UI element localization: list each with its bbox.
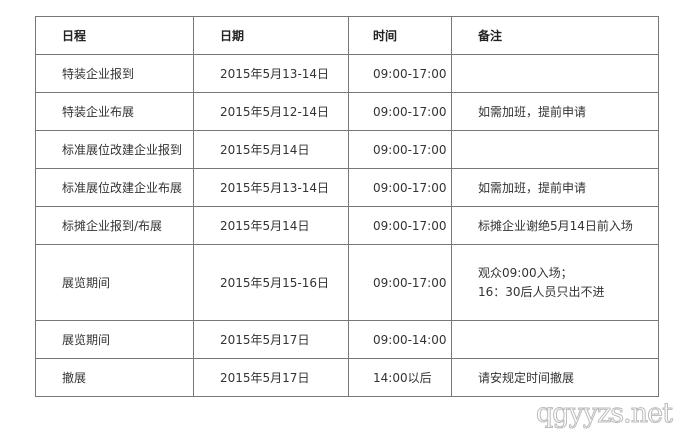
- cell-schedule: 展览期间: [35, 320, 194, 359]
- watermark: qgyyzs.net: [536, 398, 674, 430]
- table-row: 标准展位改建企业报到 2015年5月14日 09:00-17:00: [35, 130, 659, 169]
- cell-date: 2015年5月13-14日: [193, 54, 349, 93]
- cell-note: [451, 320, 659, 359]
- table-row: 标摊企业报到/布展 2015年5月14日 09:00-17:00 标摊企业谢绝5月14…: [35, 206, 659, 245]
- header-schedule: 日程: [35, 16, 194, 55]
- cell-schedule: 标准展位改建企业布展: [35, 168, 194, 207]
- cell-time: 09:00-14:00: [348, 320, 452, 359]
- cell-note: 观众09:00入场； 16：30后人员只出不进: [451, 244, 659, 321]
- cell-note: 请安规定时间撤展: [451, 358, 659, 397]
- cell-schedule: 撤展: [35, 358, 194, 397]
- table-row: 特装企业布展 2015年5月12-14日 09:00-17:00 如需加班，提前申请: [35, 92, 659, 131]
- header-date: 日期: [193, 16, 349, 55]
- cell-schedule: 展览期间: [35, 244, 194, 321]
- cell-schedule: 特装企业布展: [35, 92, 194, 131]
- table-row: 撤展 2015年5月17日 14:00以后 请安规定时间撤展: [35, 358, 659, 397]
- schedule-table: 日程 日期 时间 备注 特装企业报到 2015年5月13-14日 09:00-17:…: [35, 16, 659, 397]
- cell-schedule: 标摊企业报到/布展: [35, 206, 194, 245]
- cell-time: 09:00-17:00: [348, 244, 452, 321]
- cell-time: 09:00-17:00: [348, 130, 452, 169]
- table-row: 标准展位改建企业布展 2015年5月13-14日 09:00-17:00 如需加班，提…: [35, 168, 659, 207]
- header-time: 时间: [348, 16, 452, 55]
- table-row: 展览期间 2015年5月17日 09:00-14:00: [35, 320, 659, 359]
- table-row: 特装企业报到 2015年5月13-14日 09:00-17:00: [35, 54, 659, 93]
- cell-date: 2015年5月15-16日: [193, 244, 349, 321]
- cell-time: 09:00-17:00: [348, 92, 452, 131]
- cell-date: 2015年5月12-14日: [193, 92, 349, 131]
- cell-date: 2015年5月17日: [193, 320, 349, 359]
- cell-note: [451, 130, 659, 169]
- note-line: 16：30后人员只出不进: [478, 284, 605, 299]
- cell-time: 14:00以后: [348, 358, 452, 397]
- note-line: 观众09:00入场；: [478, 265, 573, 280]
- cell-schedule: 标准展位改建企业报到: [35, 130, 194, 169]
- cell-time: 09:00-17:00: [348, 54, 452, 93]
- cell-date: 2015年5月14日: [193, 130, 349, 169]
- cell-time: 09:00-17:00: [348, 168, 452, 207]
- header-note: 备注: [451, 16, 659, 55]
- cell-note: [451, 54, 659, 93]
- table-row: 展览期间 2015年5月15-16日 09:00-17:00 观众09:00入场； 16…: [35, 244, 659, 321]
- cell-date: 2015年5月13-14日: [193, 168, 349, 207]
- cell-note: 如需加班，提前申请: [451, 92, 659, 131]
- cell-time: 09:00-17:00: [348, 206, 452, 245]
- cell-date: 2015年5月14日: [193, 206, 349, 245]
- cell-note: 标摊企业谢绝5月14日前入场: [451, 206, 659, 245]
- cell-date: 2015年5月17日: [193, 358, 349, 397]
- cell-note: 如需加班，提前申请: [451, 168, 659, 207]
- cell-schedule: 特装企业报到: [35, 54, 194, 93]
- table-header: 日程 日期 时间 备注: [35, 16, 659, 55]
